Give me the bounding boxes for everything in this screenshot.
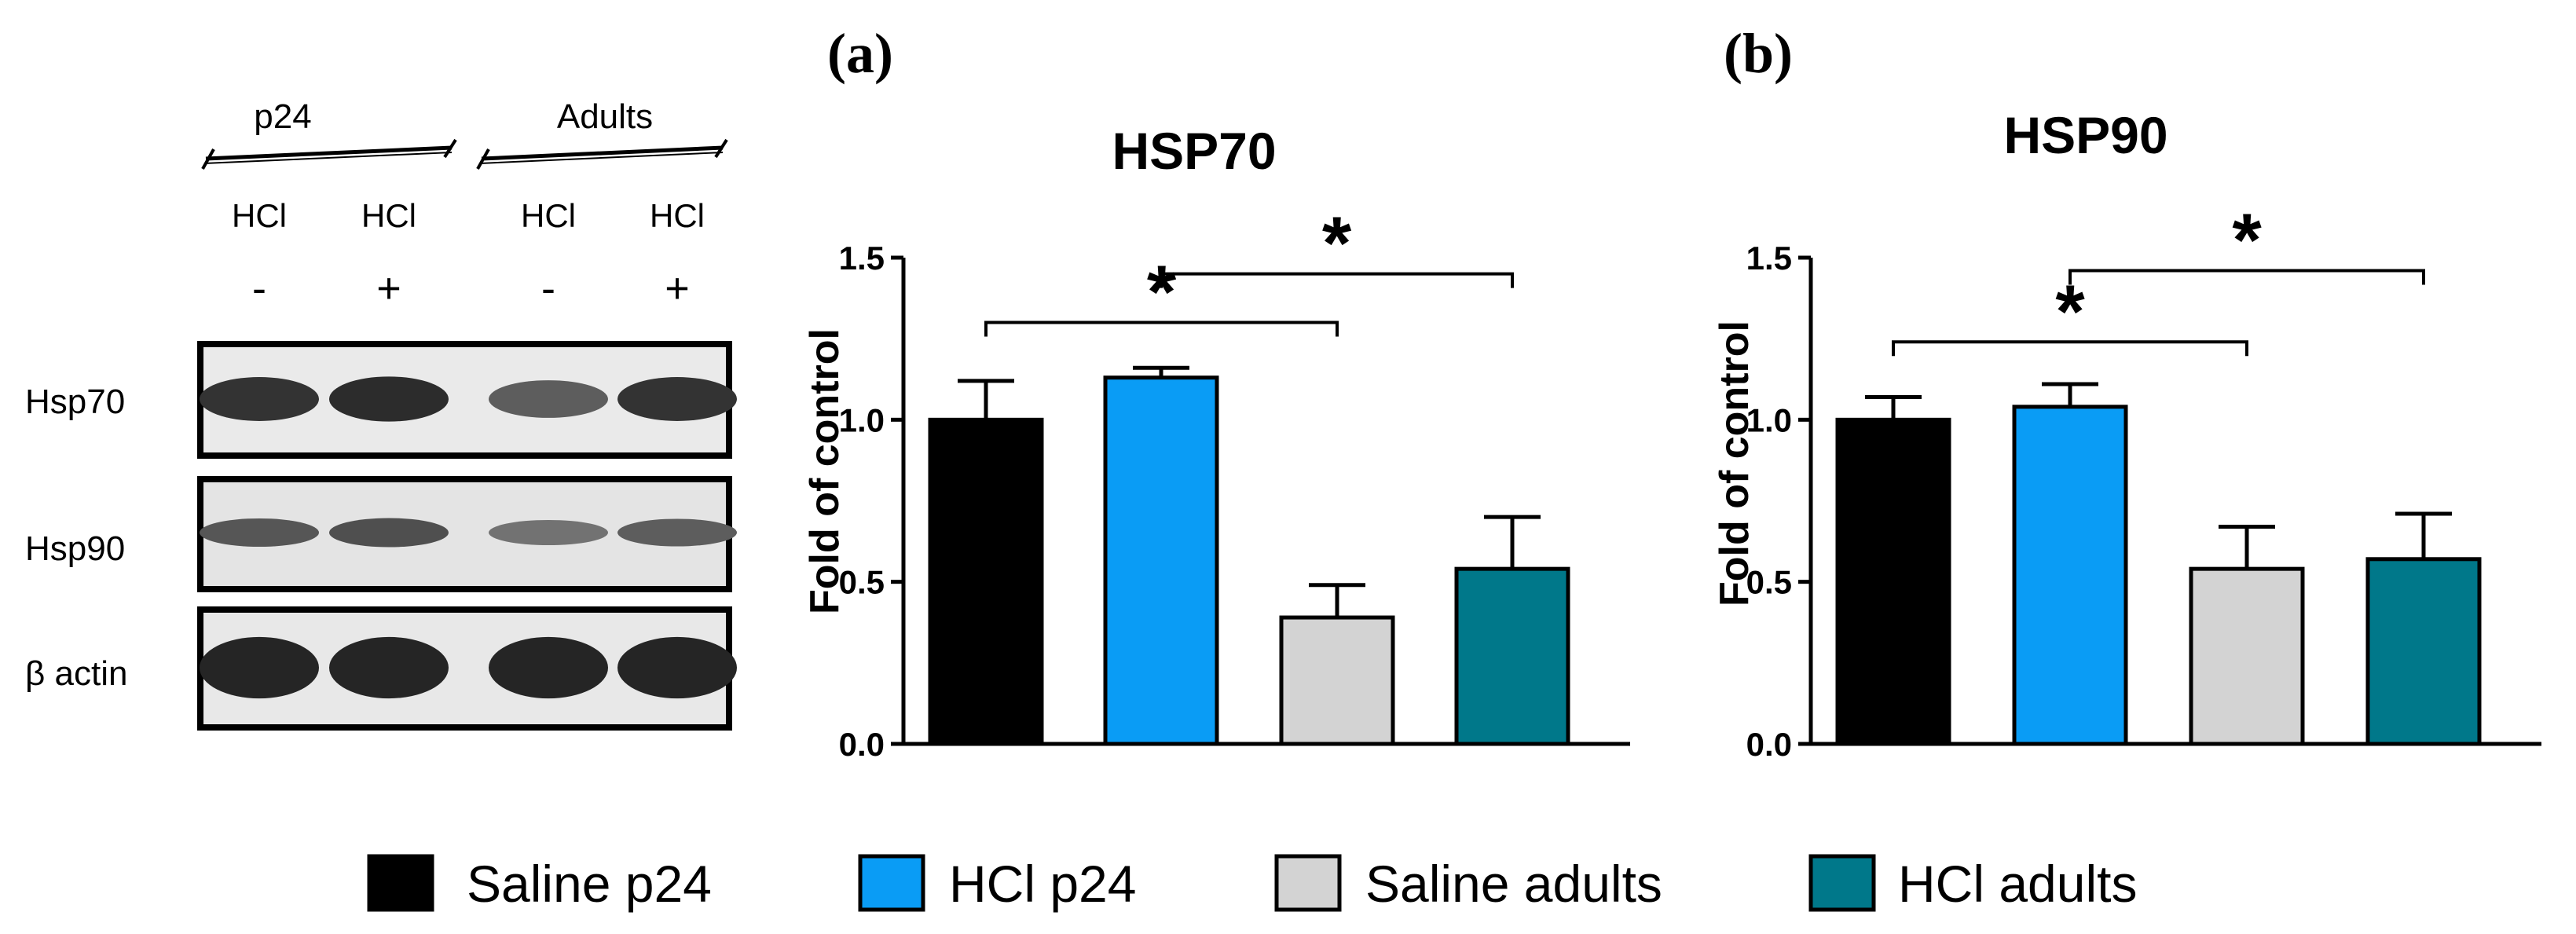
blot-band [617, 518, 737, 547]
y-tick-label: 1.5 [839, 240, 885, 277]
y-tick-label: 0.5 [839, 564, 885, 601]
significance-bracket [2068, 269, 2425, 285]
blot-band [200, 518, 319, 548]
blot-treatment-label-4: HCl [650, 197, 705, 234]
bar-saline-adults [1279, 615, 1395, 746]
bar-saline-p24 [1835, 417, 1951, 746]
legend-label: Saline adults [1365, 855, 1662, 913]
legend-swatch [858, 854, 925, 912]
blot-group-label-adults: Adults [557, 97, 653, 136]
blot-band [489, 380, 608, 418]
legend-label: HCl p24 [949, 855, 1136, 913]
bar-hcl-p24 [2012, 405, 2128, 746]
blot-treatment-sign-4: + [665, 265, 690, 312]
blot-band [200, 377, 319, 421]
y-tick-label: 1.0 [839, 401, 885, 438]
chart-hsp70: HSP70 Fold of control 0.00.51.01.5 ** [802, 122, 1630, 763]
legend-item-saline-adults: Saline adults [1274, 854, 1662, 913]
significance-bracket [1160, 272, 1514, 288]
chart-hsp90: HSP90 Fold of control 0.0 0.5 1.0 1.5 ** [1712, 106, 2541, 763]
blot-band [617, 377, 737, 421]
blot-treatment-label-1: HCl [232, 197, 287, 234]
significance-bracket [984, 320, 1339, 337]
significance-annotations: ** [984, 202, 1514, 337]
significance-star: * [2232, 199, 2262, 283]
bar-hcl-adults [1454, 566, 1570, 746]
significance-annotations: ** [1892, 199, 2425, 357]
blot-row-label-hsp90: Hsp90 [25, 529, 125, 568]
blot-band [617, 636, 737, 699]
blot-treatment-label-2: HCl [361, 197, 416, 234]
blot-group-bracket-adults [476, 138, 728, 170]
y-tick-label: 0.0 [839, 726, 885, 763]
blot-group-bracket-p24 [201, 138, 457, 170]
blot-band [329, 376, 449, 422]
blot-bands [200, 376, 737, 699]
bar-hcl-adults [2365, 557, 2482, 746]
bars [928, 365, 1570, 746]
legend-swatch [367, 854, 434, 912]
bar-hcl-p24 [1103, 375, 1219, 746]
legend-swatch [1808, 854, 1876, 912]
panel-letter-a: (a) [827, 22, 893, 85]
chart-title: HSP90 [2003, 106, 2167, 164]
significance-star: * [1147, 251, 1177, 335]
blot-treatment-sign-1: - [252, 265, 266, 312]
legend: Saline p24 HCl p24 Saline adults HCl adu… [367, 854, 2137, 913]
chart-title: HSP70 [1112, 122, 1276, 180]
blot-band [489, 519, 608, 546]
significance-bracket [1892, 340, 2248, 357]
panel-letter-b: (b) [1724, 22, 1793, 85]
y-axis-label: Fold of control [1712, 320, 1757, 606]
blot-row-label-beta-actin: β actin [25, 654, 127, 693]
legend-label: HCl adults [1898, 855, 2137, 913]
y-axis-label: Fold of control [802, 328, 848, 614]
bar-saline-adults [2189, 566, 2305, 746]
y-tick-label: 0.5 [1746, 564, 1792, 601]
legend-item-saline-p24: Saline p24 [367, 854, 712, 913]
blot-band [489, 636, 608, 699]
blot-treatment-sign-3: - [541, 265, 555, 312]
legend-label: Saline p24 [467, 855, 712, 913]
bars [1835, 382, 2482, 746]
blot-group-label-p24: p24 [254, 97, 311, 136]
legend-item-hcl-p24: HCl p24 [858, 854, 1136, 913]
significance-star: * [1322, 202, 1352, 286]
y-tick-label: 1.0 [1746, 401, 1792, 438]
blot-treatment-label-3: HCl [521, 197, 576, 234]
y-tick-label: 0.0 [1746, 726, 1792, 763]
western-blot: p24 Adults HCl HCl HCl HCl - + - + Hsp70… [25, 97, 737, 731]
blot-treatment-sign-2: + [376, 265, 401, 312]
blot-band [200, 636, 319, 699]
bar-saline-p24 [928, 417, 1044, 746]
legend-item-hcl-adults: HCl adults [1808, 854, 2137, 913]
legend-swatch [1274, 854, 1342, 912]
blot-row-label-hsp70: Hsp70 [25, 383, 125, 421]
blot-band [329, 636, 449, 699]
y-tick-label: 1.5 [1746, 240, 1792, 277]
blot-band [329, 518, 449, 548]
